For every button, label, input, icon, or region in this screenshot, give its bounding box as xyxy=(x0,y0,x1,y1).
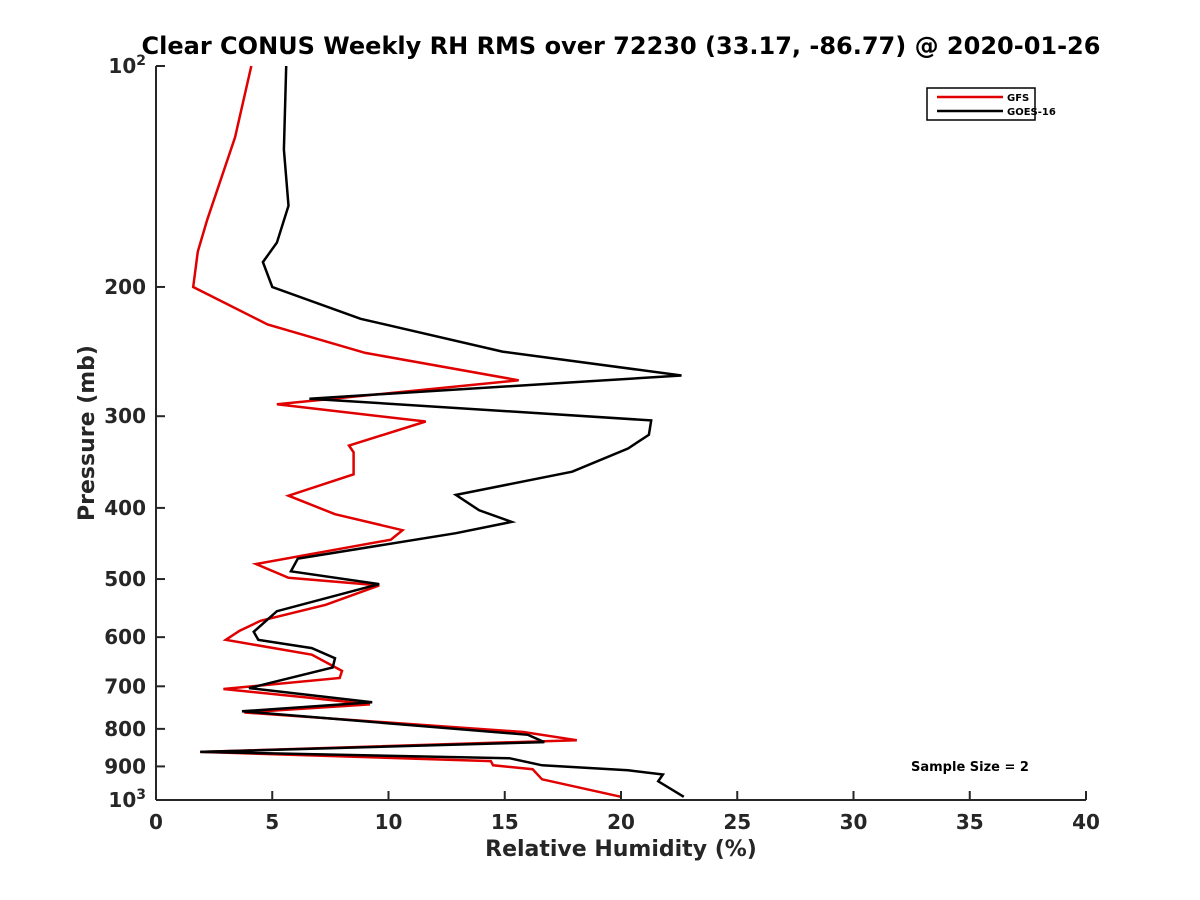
legend-label-goes16: GOES-16 xyxy=(1007,107,1056,118)
x-tick-label: 25 xyxy=(723,810,751,834)
y-tick-label: 400 xyxy=(104,496,146,520)
y-tick-label: 102 xyxy=(108,53,146,78)
sample-size-annotation: Sample Size = 2 xyxy=(911,760,1029,775)
x-tick-label: 35 xyxy=(956,810,984,834)
series-line-gfs xyxy=(191,65,622,799)
y-tick-label: 900 xyxy=(104,754,146,778)
y-tick-label: 200 xyxy=(104,275,146,299)
x-tick-label: 15 xyxy=(491,810,519,834)
y-axis-ticks: 102 200 300 400 500 600 700 800 900 103 xyxy=(104,53,165,812)
legend-box xyxy=(926,87,1036,121)
x-axis-label: Relative Humidity (%) xyxy=(485,837,757,862)
x-tick-label: 0 xyxy=(149,810,163,834)
y-tick-label: 800 xyxy=(104,717,146,741)
x-tick-label: 5 xyxy=(265,810,279,834)
y-tick-label: 103 xyxy=(108,787,146,812)
y-axis-label: Pressure (mb) xyxy=(75,345,100,521)
y-tick-label: 300 xyxy=(104,404,146,428)
x-axis-ticks: 0 5 10 15 20 25 30 35 40 xyxy=(149,791,1100,834)
x-tick-label: 40 xyxy=(1072,810,1100,834)
x-tick-label: 10 xyxy=(375,810,403,834)
plot-area xyxy=(191,65,685,799)
y-tick-label: 500 xyxy=(104,567,146,591)
y-tick-label: 600 xyxy=(104,625,146,649)
x-tick-label: 30 xyxy=(840,810,868,834)
legend-label-gfs: GFS xyxy=(1007,93,1029,104)
legend: GFS GOES-16 xyxy=(926,87,1056,121)
x-tick-label: 20 xyxy=(607,810,635,834)
y-tick-label: 700 xyxy=(104,674,146,698)
chart-title: Clear CONUS Weekly RH RMS over 72230 (33… xyxy=(142,32,1101,60)
series-line-goes16 xyxy=(200,65,685,798)
